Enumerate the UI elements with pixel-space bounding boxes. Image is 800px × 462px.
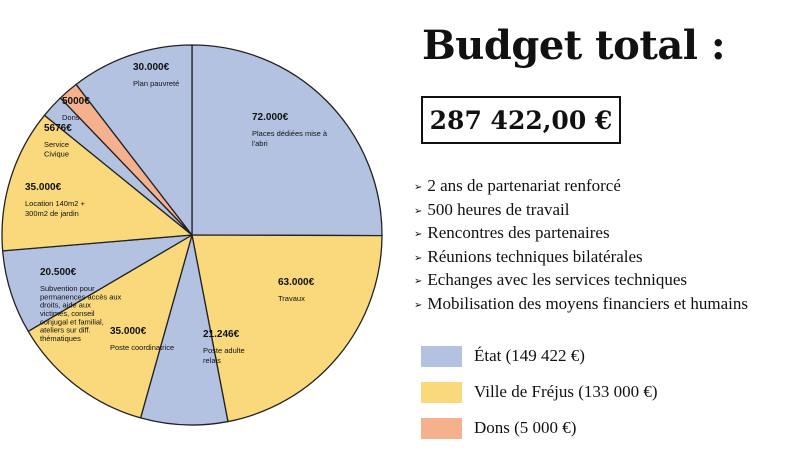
slice-amount-label: 35.000€: [25, 182, 62, 193]
arrow-bullet-icon: ➢: [414, 182, 423, 193]
bullet-text: 2 ans de partenariat renforcé: [427, 176, 621, 195]
slice-description-label: Poste coordinatrice: [110, 343, 174, 352]
legend-item-ville: Ville de Fréjus (133 000 €): [421, 379, 781, 415]
pie-slice: [1, 114, 193, 252]
budget-total-box: 287 422,00 €: [421, 96, 621, 144]
legend-swatch-etat: [421, 346, 462, 367]
slice-amount-label: 35.000€: [110, 326, 147, 337]
slice-description-label: Poste adulte relais: [203, 346, 245, 365]
bullet-text: Mobilisation des moyens financiers et hu…: [427, 293, 748, 313]
slice-amount-label: 5676€: [44, 123, 72, 134]
legend-item-dons: Dons (5 000 €): [421, 415, 781, 451]
bullet-item: ➢ 2 ans de partenariat renforcé: [414, 174, 748, 198]
pie-slice: [75, 44, 193, 236]
legend-swatch-ville: [421, 382, 462, 403]
slice-description-label: Places dédiées mise à l'abri: [252, 129, 328, 148]
bullet-text: Réunions techniques bilatérales: [427, 246, 643, 266]
arrow-bullet-icon: ➢: [414, 229, 423, 241]
slice-amount-label: 72.000€: [252, 112, 289, 123]
bullet-text: Rencontres des partenaires: [427, 223, 610, 243]
legend-label-etat: État (149 422 €): [474, 346, 585, 365]
slice-amount-label: 63.000€: [278, 277, 315, 288]
slice-amount-label: 30.000€: [133, 62, 170, 73]
pie-slice: [191, 234, 383, 423]
slice-description-label: Service Civique: [44, 140, 69, 158]
legend-label-dons: Dons (5 000 €): [474, 418, 577, 437]
slice-amount-label: 21.246€: [203, 329, 240, 340]
bullet-item: ➢ Rencontres des partenaires: [414, 221, 748, 245]
legend-item-etat: État (149 422 €): [421, 343, 781, 379]
budget-title: Budget total :: [422, 22, 726, 69]
bullet-text: Echanges avec les services techniques: [427, 270, 687, 290]
pie-slice: [191, 44, 383, 237]
bullet-text: 500 heures de travail: [427, 199, 570, 219]
arrow-bullet-icon: ➢: [414, 252, 423, 264]
slice-amount-label: 20.500€: [40, 267, 77, 278]
funder-legend: État (149 422 €) Ville de Fréjus (133 00…: [421, 343, 781, 451]
budget-pie-chart: 72.000€ Places dédiées mise à l'abri 63.000…: [1, 44, 383, 426]
arrow-bullet-icon: ➢: [414, 276, 423, 288]
slice-description-label: Travaux: [278, 294, 305, 303]
legend-label-ville: Ville de Fréjus (133 000 €): [474, 382, 658, 401]
arrow-bullet-icon: ➢: [414, 205, 423, 217]
budget-total-value: 287 422,00 €: [429, 105, 613, 135]
slice-description-label: Dons: [62, 113, 80, 122]
slice-description-label: Location 140m2 +300m2 de jardin: [25, 199, 85, 218]
bullet-item: ➢ Echanges avec les services techniques: [414, 268, 748, 292]
pie-slice: [27, 234, 193, 419]
slice-amount-label: 5000€: [62, 96, 90, 107]
bullet-item: ➢ Mobilisation des moyens financiers et h…: [414, 292, 748, 316]
slice-description-label: Plan pauvreté: [133, 79, 179, 88]
slice-description-label: Subvention pour permanences accès aux droi…: [40, 284, 122, 343]
partnership-bullet-list: ➢ 2 ans de partenariat renforcé ➢ 500 heur…: [414, 174, 748, 316]
bullet-item: ➢ Réunions techniques bilatérales: [414, 245, 748, 269]
bullet-item: ➢ 500 heures de travail: [414, 198, 748, 222]
legend-swatch-dons: [421, 418, 462, 439]
arrow-bullet-icon: ➢: [414, 299, 423, 311]
